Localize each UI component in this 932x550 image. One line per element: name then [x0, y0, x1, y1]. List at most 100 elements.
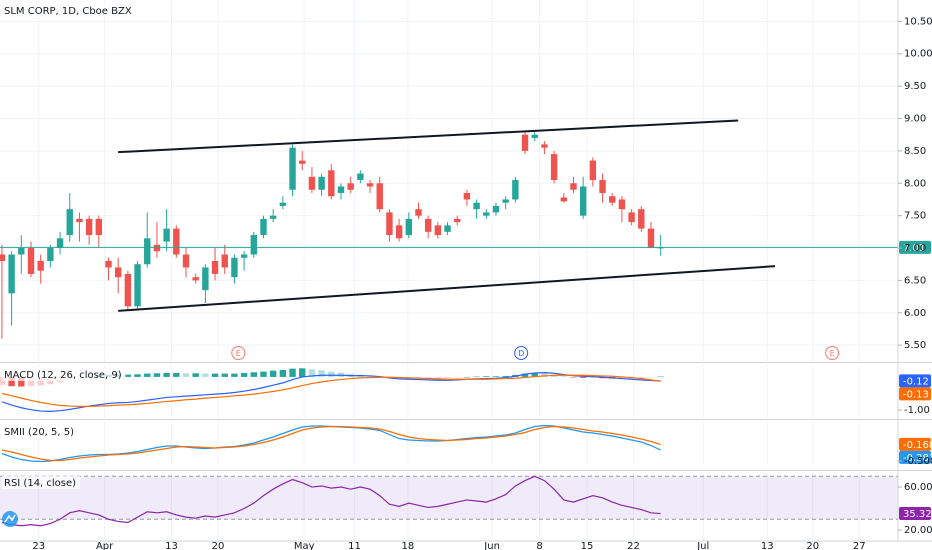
x-tick-label: 8: [536, 541, 542, 550]
candle-body: [0, 254, 6, 261]
value-badge: [899, 437, 931, 451]
value-badge-label: -0.2813: [903, 453, 932, 464]
x-tick-label: 15: [581, 541, 594, 550]
y-tick-label: 7.00: [904, 243, 926, 254]
histogram-bar: [269, 370, 277, 377]
y-tick-label: 9.50: [904, 81, 926, 92]
candle-body: [192, 277, 199, 281]
histogram-bar: [192, 373, 199, 377]
candle-body: [163, 228, 170, 242]
candle-body: [95, 218, 103, 236]
histogram-bar: [541, 373, 548, 377]
histogram-bar: [463, 376, 471, 378]
histogram-bar: [0, 376, 6, 386]
value-badge-label: 7.01: [903, 243, 925, 254]
event-marker: [514, 346, 529, 360]
candle-body: [56, 238, 64, 249]
histogram-bar: [657, 376, 664, 378]
histogram-bar: [173, 372, 180, 377]
histogram-bar: [454, 376, 461, 378]
candle-body: [124, 273, 132, 307]
y-tick-label: 6.00: [904, 308, 926, 319]
histogram-bar: [27, 376, 35, 387]
candle-body: [18, 248, 25, 255]
candle-body: [114, 267, 122, 278]
histogram-bar: [163, 372, 170, 377]
x-tick-label: Jul: [696, 541, 709, 550]
grid: [0, 0, 898, 540]
histogram-bar: [221, 373, 228, 377]
legend-bg: [2, 476, 81, 489]
y-tick-label: 20.00: [904, 525, 932, 536]
y-tick-label: 10.00: [904, 49, 932, 60]
event-label: D: [518, 349, 524, 358]
candle-body: [454, 218, 461, 223]
x-tick-label: May: [294, 541, 315, 550]
candle-body: [386, 212, 393, 236]
candle-body: [269, 215, 277, 219]
candle-body: [405, 218, 412, 236]
event-marker: [231, 346, 246, 360]
candle-body: [628, 212, 635, 223]
candle-body: [308, 176, 316, 190]
band-fill: [0, 476, 898, 520]
logo-glyph: [4, 514, 16, 523]
candle-body: [299, 160, 306, 164]
histogram-bar: [328, 371, 335, 377]
candle-body: [231, 257, 238, 278]
y-tick-label: -0.5000: [904, 456, 932, 467]
x-tick-label: 23: [32, 541, 45, 550]
candle-body: [47, 248, 54, 261]
candle-body: [609, 196, 616, 203]
event-label: E: [830, 349, 835, 358]
indicator-line: [1, 372, 661, 412]
x-tick-label: 13: [761, 541, 774, 550]
histogram-bar: [560, 376, 567, 377]
candle-body: [27, 248, 35, 274]
histogram-bar: [260, 371, 267, 377]
candle-body: [531, 134, 538, 138]
value-badge-label: -0.1687: [903, 440, 932, 451]
histogram-bar: [415, 376, 422, 379]
value-badge: [899, 507, 931, 521]
histogram-bar: [250, 372, 258, 377]
value-badge-label: 35.32: [903, 509, 932, 520]
candle-body: [502, 199, 509, 203]
candle-body: [337, 186, 345, 193]
candle-body: [182, 254, 190, 268]
candle-body: [211, 260, 219, 274]
histogram-bar: [299, 368, 306, 377]
legend-bg: [2, 425, 79, 438]
histogram-bar: [647, 376, 655, 378]
candle-body: [550, 154, 558, 181]
histogram-bar: [618, 376, 626, 379]
candle-body: [434, 225, 442, 236]
badges: 7.01 -0.12 -0.13 -0.1687 -0.2813 35.32: [899, 240, 932, 521]
trend-line: [118, 265, 776, 312]
legend-bg: [2, 368, 126, 381]
histogram-bar: [134, 374, 141, 377]
histogram-bar: [124, 374, 132, 377]
histogram-bar: [521, 373, 529, 377]
candle-body: [366, 183, 374, 187]
x-tick-label: 22: [627, 541, 640, 550]
value-badge: [899, 240, 931, 254]
candle-body: [541, 144, 548, 148]
y-tick-label: 10.50: [904, 16, 932, 27]
y-tick-label: 7.50: [904, 211, 926, 222]
candle-body: [202, 267, 209, 291]
histogram-bar: [483, 376, 490, 377]
y-tick-label: 8.00: [904, 178, 926, 189]
candle-body: [318, 176, 325, 190]
candle-body: [560, 197, 567, 202]
candle-body: [76, 218, 83, 223]
histogram-bar: [279, 369, 287, 377]
y-tick-label: 6.50: [904, 275, 926, 286]
logo: [2, 511, 18, 527]
histogram-bar: [211, 373, 219, 377]
histogram-bar: [502, 375, 509, 377]
candle-body: [618, 199, 626, 210]
y-tick-label: 5.50: [904, 340, 926, 351]
value-badge: [899, 387, 931, 401]
